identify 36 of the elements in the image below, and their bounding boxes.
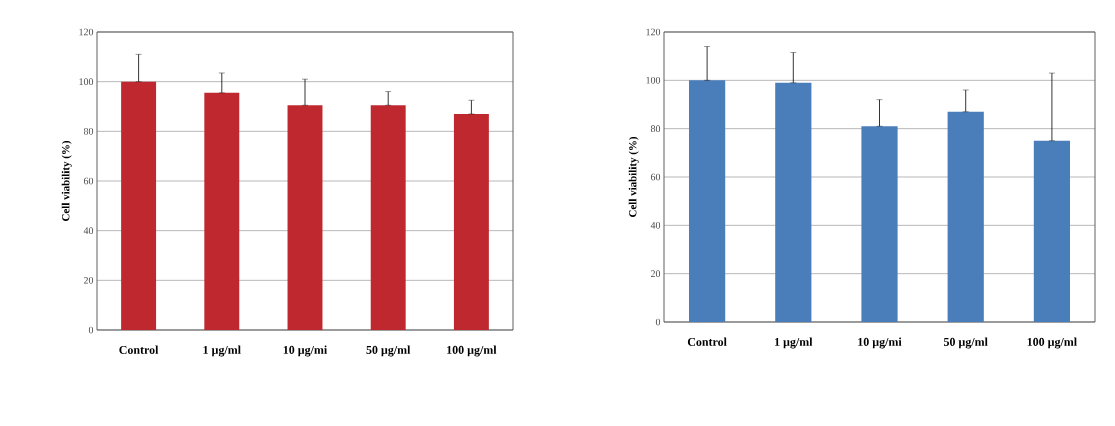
- bar: [1033, 140, 1071, 322]
- x-tick-label: Control: [687, 337, 727, 346]
- x-tick-label: 50 µg/ml: [943, 337, 988, 349]
- y-tick-label: 40: [83, 227, 94, 235]
- y-tick-label: 20: [83, 276, 94, 284]
- y-tick-label: 0: [88, 326, 94, 334]
- y-tick-label: 60: [650, 173, 661, 181]
- x-tick-label: 1 µg/ml: [775, 337, 813, 349]
- y-axis-title: Cell viability (%): [628, 136, 639, 217]
- y-tick-label: 100: [646, 76, 661, 84]
- bar: [287, 105, 323, 330]
- y-tick-label: 120: [79, 28, 94, 36]
- x-tick-label: Control: [119, 345, 159, 354]
- y-tick-label: 60: [83, 177, 94, 185]
- x-tick-label: 100 µg/ml: [447, 345, 497, 357]
- x-tick-label: 10 µg/mi: [858, 337, 902, 349]
- y-tick-label: 40: [650, 221, 661, 229]
- y-tick-label: 80: [650, 125, 661, 133]
- y-tick-label: 80: [83, 127, 94, 135]
- y-tick-label: 120: [646, 28, 661, 36]
- bar: [775, 82, 812, 322]
- x-tick-label: 100 µg/ml: [1027, 337, 1077, 349]
- bar: [947, 111, 984, 322]
- y-tick-label: 20: [650, 270, 661, 278]
- bar: [689, 80, 726, 322]
- y-tick-label: 100: [79, 78, 94, 86]
- x-tick-label: 50 µg/ml: [366, 345, 411, 357]
- bar: [370, 105, 406, 330]
- bar: [453, 113, 489, 330]
- bar: [861, 126, 898, 322]
- x-tick-label: 10 µg/mi: [283, 345, 328, 357]
- bar: [204, 92, 240, 330]
- y-axis-title: Cell viability (%): [61, 140, 72, 221]
- y-tick-label: 0: [655, 318, 661, 326]
- bar: [121, 81, 157, 330]
- x-tick-label: 1 µg/ml: [203, 345, 241, 357]
